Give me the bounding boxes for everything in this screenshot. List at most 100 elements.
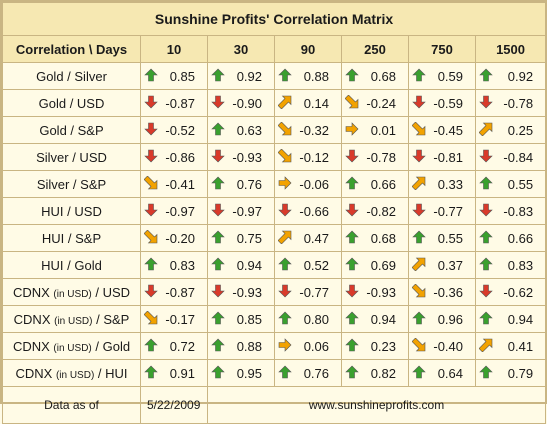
- arrow-right-icon: [345, 122, 359, 136]
- correlation-cell: -0.86: [140, 143, 208, 171]
- correlation-cell: 0.47: [274, 224, 342, 252]
- correlation-value: -0.77: [433, 203, 463, 219]
- arrow-up-right-icon: [278, 230, 292, 244]
- correlation-cell: -0.62: [474, 278, 547, 306]
- correlation-value: -0.87: [165, 284, 195, 300]
- arrow-down-icon: [345, 203, 359, 217]
- correlation-value: 0.76: [303, 365, 329, 381]
- correlation-value: 0.66: [507, 230, 534, 246]
- table-row: CDNX (in USD) / S&P -0.17 0.85 0.80 0.94 0.96…: [2, 305, 547, 333]
- correlation-value: 0.41: [507, 338, 534, 354]
- row-label: CDNX (in USD) / S&P: [2, 305, 141, 333]
- correlation-cell: 0.33: [408, 170, 476, 198]
- correlation-value: 0.95: [236, 365, 262, 381]
- arrow-up-icon: [211, 338, 225, 352]
- correlation-cell: 0.94: [341, 305, 409, 333]
- website-link[interactable]: www.sunshineprofits.com: [206, 386, 547, 424]
- period-header-250: 250: [341, 35, 409, 63]
- correlation-value: 0.33: [437, 176, 463, 192]
- arrow-down-icon: [345, 149, 359, 163]
- correlation-cell: 0.66: [341, 170, 409, 198]
- arrow-up-right-icon: [412, 257, 426, 271]
- correlation-cell: -0.87: [140, 278, 208, 306]
- correlation-cell: -0.77: [408, 197, 476, 225]
- correlation-cell: 0.83: [474, 251, 547, 279]
- arrow-up-icon: [211, 311, 225, 325]
- table-row: Silver / USD -0.86 -0.93 -0.12 -0.78 -0.81 -0.…: [2, 143, 547, 171]
- correlation-value: 0.72: [169, 338, 195, 354]
- correlation-cell: 0.92: [207, 62, 275, 90]
- arrow-up-icon: [211, 230, 225, 244]
- correlation-value: 0.92: [507, 68, 534, 84]
- arrow-down-right-icon: [412, 338, 426, 352]
- correlation-cell: 0.06: [274, 332, 342, 360]
- period-header-90: 90: [274, 35, 342, 63]
- correlation-value: -0.81: [433, 149, 463, 165]
- correlation-cell: -0.40: [408, 332, 476, 360]
- correlation-value: 0.83: [169, 257, 195, 273]
- correlation-cell: 0.80: [274, 305, 342, 333]
- arrow-down-icon: [211, 284, 225, 298]
- row-label: HUI / Gold: [2, 251, 141, 279]
- row-label-suffix: / Gold: [95, 338, 131, 354]
- arrow-up-right-icon: [278, 95, 292, 109]
- correlation-cell: -0.84: [474, 143, 547, 171]
- arrow-down-icon: [345, 284, 359, 298]
- correlation-cell: -0.17: [140, 305, 208, 333]
- arrow-up-icon: [345, 68, 359, 82]
- correlation-value: 0.94: [507, 311, 534, 327]
- table-row: Gold / USD -0.87 -0.90 0.14 -0.24 -0.59 -0.78: [2, 89, 547, 117]
- correlation-cell: -0.66: [274, 197, 342, 225]
- correlation-value: 0.64: [437, 365, 463, 381]
- table-row: HUI / USD -0.97 -0.97 -0.66 -0.82 -0.77 -0.83: [2, 197, 547, 225]
- table-row: CDNX (in USD) / Gold 0.72 0.88 0.06 0.23 -0.4…: [2, 332, 547, 360]
- period-header-1500: 1500: [474, 35, 547, 63]
- arrow-down-icon: [412, 95, 426, 109]
- arrow-down-right-icon: [144, 230, 158, 244]
- arrow-up-icon: [144, 365, 158, 379]
- correlation-value: 0.06: [303, 338, 329, 354]
- correlation-value: 0.68: [370, 68, 396, 84]
- correlation-cell: -0.59: [408, 89, 476, 117]
- correlation-value: -0.17: [165, 311, 195, 327]
- correlation-value: 0.75: [236, 230, 262, 246]
- correlation-value: -0.41: [165, 176, 195, 192]
- arrow-down-icon: [144, 284, 158, 298]
- correlation-cell: 0.59: [408, 62, 476, 90]
- arrow-down-right-icon: [144, 176, 158, 190]
- row-label: CDNX (in USD) / HUI: [2, 359, 141, 387]
- arrow-up-right-icon: [479, 338, 493, 352]
- correlation-value: -0.82: [366, 203, 396, 219]
- arrow-up-icon: [345, 311, 359, 325]
- arrow-right-icon: [278, 338, 292, 352]
- correlation-value: 0.55: [507, 176, 534, 192]
- arrow-up-icon: [345, 338, 359, 352]
- correlation-value: 0.79: [507, 365, 534, 381]
- row-label-suffix: / USD: [95, 284, 131, 300]
- correlation-cell: 0.68: [341, 224, 409, 252]
- table-row: Gold / S&P -0.52 0.63 -0.32 0.01 -0.45 0.25: [2, 116, 547, 144]
- correlation-cell: -0.97: [140, 197, 208, 225]
- corner-header: Correlation \ Days: [2, 35, 141, 63]
- arrow-down-right-icon: [345, 95, 359, 109]
- arrow-up-icon: [345, 176, 359, 190]
- table-row: CDNX (in USD) / USD -0.87 -0.93 -0.77 -0.93 -…: [2, 278, 547, 306]
- correlation-cell: 0.37: [408, 251, 476, 279]
- arrow-down-icon: [479, 95, 493, 109]
- correlation-value: 0.23: [370, 338, 396, 354]
- correlation-value: 0.85: [236, 311, 262, 327]
- row-label: HUI / USD: [2, 197, 141, 225]
- row-label: HUI / S&P: [2, 224, 141, 252]
- row-label-prefix: CDNX: [12, 284, 50, 300]
- arrow-up-icon: [345, 257, 359, 271]
- row-label: Gold / S&P: [2, 116, 141, 144]
- arrow-up-right-icon: [479, 122, 493, 136]
- row-label: Gold / USD: [2, 89, 141, 117]
- arrow-down-icon: [278, 203, 292, 217]
- arrow-up-icon: [479, 365, 493, 379]
- correlation-value: -0.77: [299, 284, 329, 300]
- correlation-cell: 0.85: [207, 305, 275, 333]
- row-label-qualifier: (in USD): [55, 369, 95, 381]
- row-label: Gold / Silver: [2, 62, 141, 90]
- correlation-cell: 0.55: [474, 170, 547, 198]
